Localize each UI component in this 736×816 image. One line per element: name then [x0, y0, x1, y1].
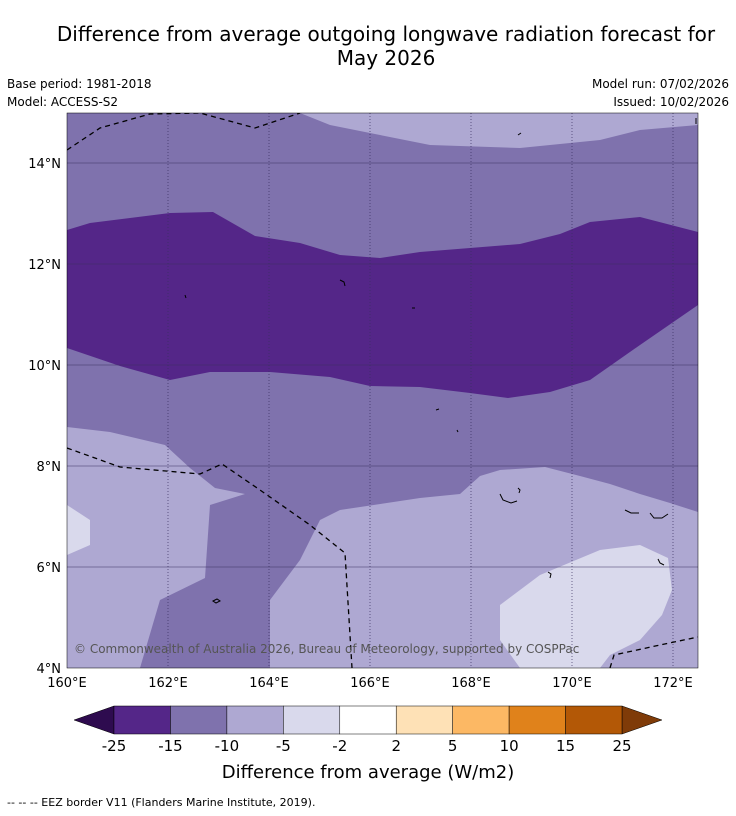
lon-label: 166°E: [350, 676, 390, 691]
colorbar-bin: [170, 705, 228, 735]
colorbar-bin: [113, 705, 171, 735]
field-minus15-to-minus10: [67, 212, 698, 398]
longitude-gridlines: [167, 113, 674, 668]
colorbar-bin: [565, 705, 623, 735]
contour-fields: [67, 113, 698, 668]
lon-label: 162°E: [148, 676, 188, 691]
lon-label: 172°E: [653, 676, 693, 691]
latitude-gridlines: [67, 162, 698, 568]
colorbar: -25 -15 -10 -5 -2 2 5 10 15 25 Difference from av…: [73, 705, 663, 783]
colorbar-bin: [508, 705, 566, 735]
lon-label: 168°E: [451, 676, 491, 691]
colorbar-bin: [452, 705, 510, 735]
map-credit: © Commonwealth of Australia 2026, Bureau…: [74, 642, 579, 656]
colorbar-bins: [113, 705, 623, 735]
lon-label: 160°E: [47, 676, 87, 691]
colorbar-tick-label: 5: [448, 737, 458, 755]
meta-right: Model run: 07/02/2026 Issued: 10/02/2026: [592, 75, 729, 111]
latitude-axis: 14°N 12°N 10°N 8°N 6°N 4°N: [28, 157, 61, 677]
colorbar-tick-label: -25: [102, 737, 127, 755]
field-west-pale: [67, 505, 90, 555]
colorbar-tick-label: -5: [276, 737, 291, 755]
lat-label: 10°N: [28, 359, 61, 374]
colorbar-tick-labels: -25 -15 -10 -5 -2 2 5 10 15 25: [102, 737, 632, 755]
lat-label: 12°N: [28, 258, 61, 273]
lon-label: 164°E: [249, 676, 289, 691]
eez-borders: [67, 113, 698, 668]
lat-label: 14°N: [28, 157, 61, 172]
meta-left: Base period: 1981-2018 Model: ACCESS-S2: [7, 75, 152, 111]
colorbar-tick-label: 15: [556, 737, 575, 755]
model-run: Model run: 07/02/2026: [591, 77, 729, 91]
longitude-axis: 160°E 162°E 164°E 166°E 168°E 170°E 172°…: [47, 676, 693, 691]
chart-title: Difference from average outgoing longwav…: [0, 22, 736, 70]
colorbar-bin: [395, 705, 453, 735]
eez-legend: -- -- -- EEZ border V11 (Flanders Marine…: [7, 796, 316, 809]
islands: [184, 118, 697, 604]
field-west-light: [67, 427, 245, 668]
colorbar-tick-label: -2: [332, 737, 347, 755]
field-north-light: [300, 113, 698, 148]
title-line-1: Difference from average outgoing longwav…: [56, 22, 716, 46]
lat-label: 8°N: [37, 460, 62, 475]
colorbar-bin: [226, 705, 284, 735]
issued-date: Issued: 10/02/2026: [613, 95, 729, 109]
colorbar-tick-label: 25: [612, 737, 631, 755]
lat-label: 4°N: [37, 662, 62, 677]
lat-label: 6°N: [37, 561, 62, 576]
colorbar-tick-label: -10: [215, 737, 240, 755]
map-frame: [66, 112, 699, 669]
colorbar-bin: [283, 705, 341, 735]
field-south-pale: [500, 545, 672, 668]
colorbar-tick-label: -15: [158, 737, 183, 755]
colorbar-high-extension: [621, 705, 663, 735]
colorbar-bin: [339, 705, 397, 735]
colorbar-title: Difference from average (W/m2): [222, 762, 514, 783]
base-period: Base period: 1981-2018: [7, 77, 152, 91]
colorbar-tick-label: 2: [391, 737, 401, 755]
lon-label: 170°E: [552, 676, 592, 691]
model-name: Model: ACCESS-S2: [7, 95, 119, 109]
colorbar-low-extension: [73, 705, 115, 735]
colorbar-tick-label: 10: [500, 737, 519, 755]
title-line-2: May 2026: [336, 46, 436, 70]
